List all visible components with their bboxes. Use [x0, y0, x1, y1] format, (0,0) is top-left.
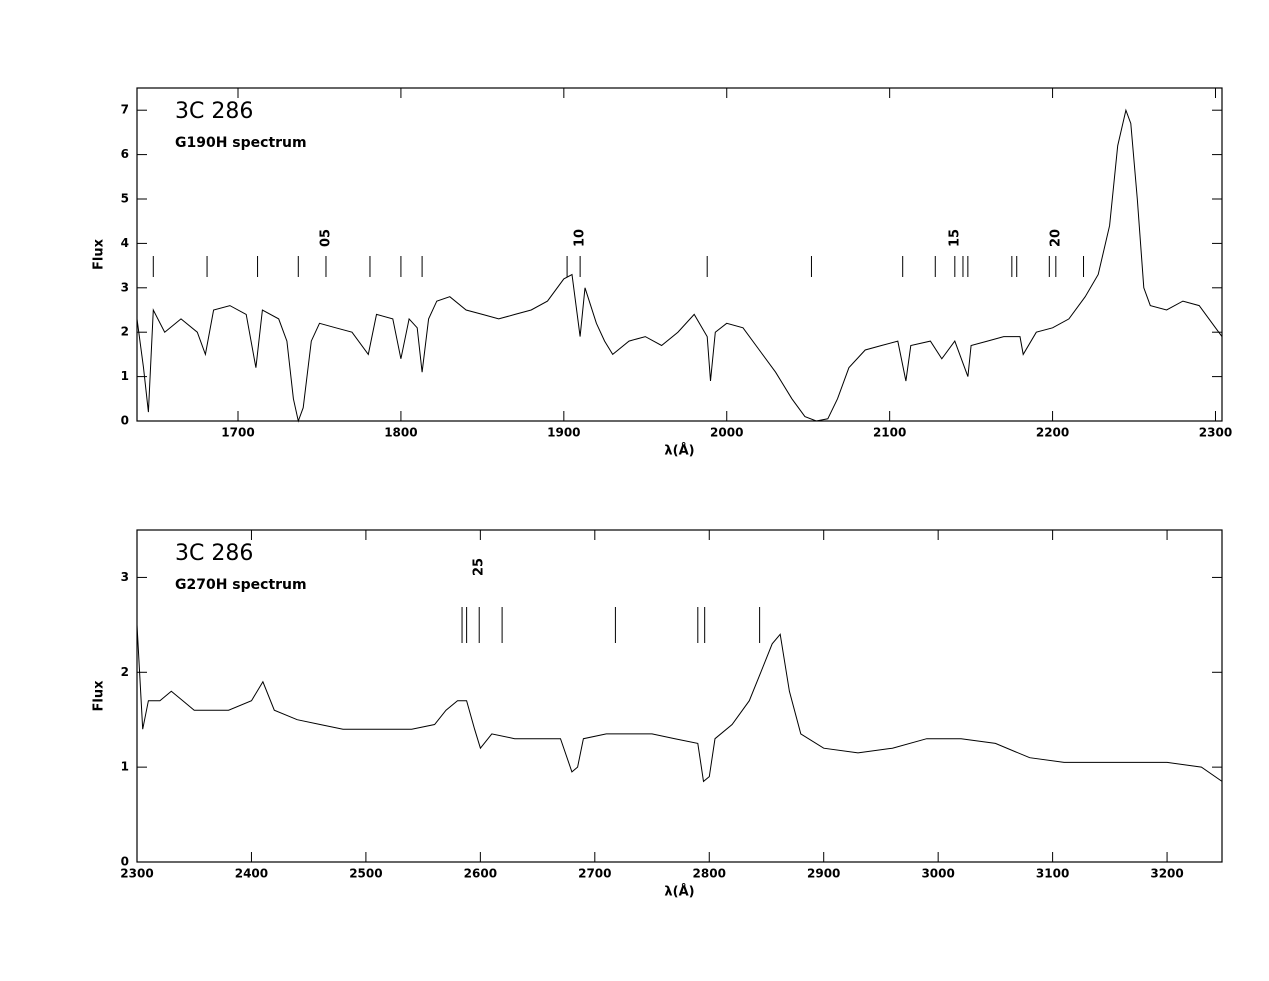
marker-label: 10: [573, 229, 588, 247]
y-axis-label: Flux: [92, 680, 107, 712]
panel-title: 3C 286: [175, 99, 253, 124]
marker-label: 25: [472, 558, 487, 576]
panel-subtitle: G190H spectrum: [175, 135, 307, 151]
marker-label: 15: [947, 229, 962, 247]
marker-label: 05: [318, 229, 333, 247]
y-tick-label: 6: [121, 147, 129, 161]
x-tick-label: 2300: [120, 867, 153, 881]
y-tick-label: 7: [121, 103, 129, 117]
x-tick-label: 2000: [710, 426, 743, 440]
y-tick-label: 1: [121, 760, 129, 774]
panel-title: 3C 286: [175, 541, 253, 566]
x-tick-label: 2800: [693, 867, 726, 881]
y-tick-label: 1: [121, 369, 129, 383]
spectrum-line: [136, 624, 1223, 783]
x-tick-label: 2100: [873, 426, 906, 440]
x-tick-label: 3000: [921, 867, 954, 881]
x-axis-label: λ(Å): [664, 884, 694, 900]
x-tick-label: 2900: [807, 867, 840, 881]
x-tick-label: 3100: [1036, 867, 1069, 881]
x-tick-label: 3200: [1150, 867, 1183, 881]
panel-subtitle: G270H spectrum: [175, 577, 307, 593]
y-tick-label: 5: [121, 192, 129, 206]
x-tick-label: 1700: [221, 426, 254, 440]
x-tick-label: 2200: [1036, 426, 1069, 440]
spectrum-line: [136, 108, 1223, 423]
y-tick-label: 0: [121, 855, 129, 869]
y-axis-label: Flux: [92, 238, 107, 270]
x-tick-label: 1800: [384, 426, 417, 440]
plot-frame: [136, 529, 1223, 863]
x-tick-label: 2300: [1199, 426, 1232, 440]
x-tick-label: 2700: [578, 867, 611, 881]
y-tick-label: 2: [121, 325, 129, 339]
y-tick-label: 4: [121, 236, 129, 250]
x-axis-label: λ(Å): [664, 443, 694, 459]
x-tick-label: 1900: [547, 426, 580, 440]
x-tick-label: 2600: [464, 867, 497, 881]
y-tick-label: 3: [121, 570, 129, 584]
x-tick-label: 2500: [349, 867, 382, 881]
y-tick-label: 3: [121, 280, 129, 294]
plot-frame: [136, 87, 1223, 422]
y-tick-label: 0: [121, 414, 129, 428]
marker-label: 20: [1048, 229, 1063, 247]
x-tick-label: 2400: [235, 867, 268, 881]
y-tick-label: 2: [121, 665, 129, 679]
